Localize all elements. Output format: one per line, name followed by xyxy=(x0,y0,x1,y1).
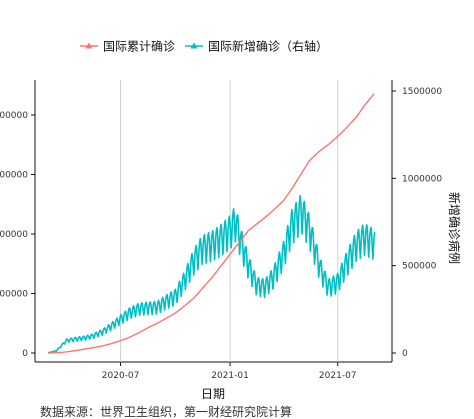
x-tick-label-2: 2021-07 xyxy=(319,371,357,381)
right-axis-ticks: 0 500000 1000000 1500000 xyxy=(392,87,442,359)
left-tick-label-1: 50000000 xyxy=(0,290,28,300)
x-axis-title: 日期 xyxy=(201,387,225,401)
legend-label: 国际新增确诊（右轴） xyxy=(208,39,328,54)
x-axis-ticks: 2020-07 2021-01 2021-07 xyxy=(102,362,357,381)
left-tick-label-0: 0 xyxy=(22,349,28,359)
series-line-daily-new xyxy=(47,194,376,354)
legend-label: 国际累计确诊 xyxy=(103,40,175,54)
left-tick-label-4: 200000000 xyxy=(0,111,28,121)
legend-key-marker xyxy=(85,42,93,49)
right-tick-label-0: 0 xyxy=(402,349,408,359)
left-axis-ticks: 0 50000000 100000000 150000000 200000000 xyxy=(0,111,35,359)
left-tick-label-2: 100000000 xyxy=(0,230,28,240)
left-tick-label-3: 150000000 xyxy=(0,171,28,181)
right-tick-label-2: 1000000 xyxy=(402,174,442,184)
right-axis-title: 新增确诊病例 xyxy=(447,192,462,264)
legend: 国际累计确诊 国际新增确诊（右轴） xyxy=(80,39,328,54)
series-lines xyxy=(47,93,376,354)
legend-item-cumulative: 国际累计确诊 xyxy=(80,40,175,54)
right-tick-label-3: 1500000 xyxy=(402,87,442,97)
legend-item-daily_new: 国际新增确诊（右轴） xyxy=(185,39,328,54)
x-tick-label-1: 2021-01 xyxy=(211,371,249,381)
legend-key-marker xyxy=(190,42,198,49)
caption: 数据来源：世界卫生组织，第一财经研究院计算 xyxy=(40,404,292,419)
x-tick-label-0: 2020-07 xyxy=(102,371,140,381)
series-line-cumulative xyxy=(47,93,375,354)
right-tick-label-1: 500000 xyxy=(402,262,437,272)
